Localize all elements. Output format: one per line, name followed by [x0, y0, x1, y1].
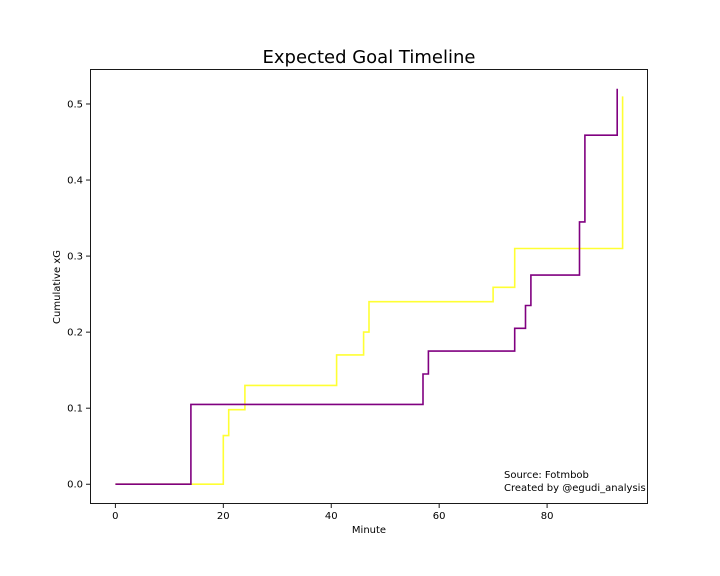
plot-frame — [90, 69, 648, 504]
y-axis-label: Cumulative xG — [52, 250, 63, 324]
chart-title: Expected Goal Timeline — [263, 47, 476, 68]
annotation-credit: Created by @egudi_analysis — [504, 483, 646, 494]
x-tick-label: 40 — [325, 511, 338, 522]
x-tick-label: 0 — [112, 511, 118, 522]
series-line-1 — [115, 96, 624, 485]
annotation-source: Source: Fotmbob — [504, 470, 589, 481]
y-tick-label: 0.2 — [67, 328, 83, 339]
y-tick-label: 0.3 — [67, 252, 83, 263]
x-tick-label: 20 — [217, 511, 230, 522]
y-tick-label: 0.5 — [67, 99, 83, 110]
x-tick-label: 80 — [541, 511, 554, 522]
series-line-2 — [115, 88, 618, 485]
y-tick-label: 0.1 — [67, 404, 83, 415]
y-tick-label: 0.0 — [67, 480, 83, 491]
x-axis-label: Minute — [352, 525, 386, 536]
plot-area: 0 20 40 60 80 0.0 0.1 0.2 0.3 0.4 0.5 — [67, 69, 648, 522]
y-tick-label: 0.4 — [67, 176, 83, 187]
x-tick-label: 60 — [433, 511, 446, 522]
